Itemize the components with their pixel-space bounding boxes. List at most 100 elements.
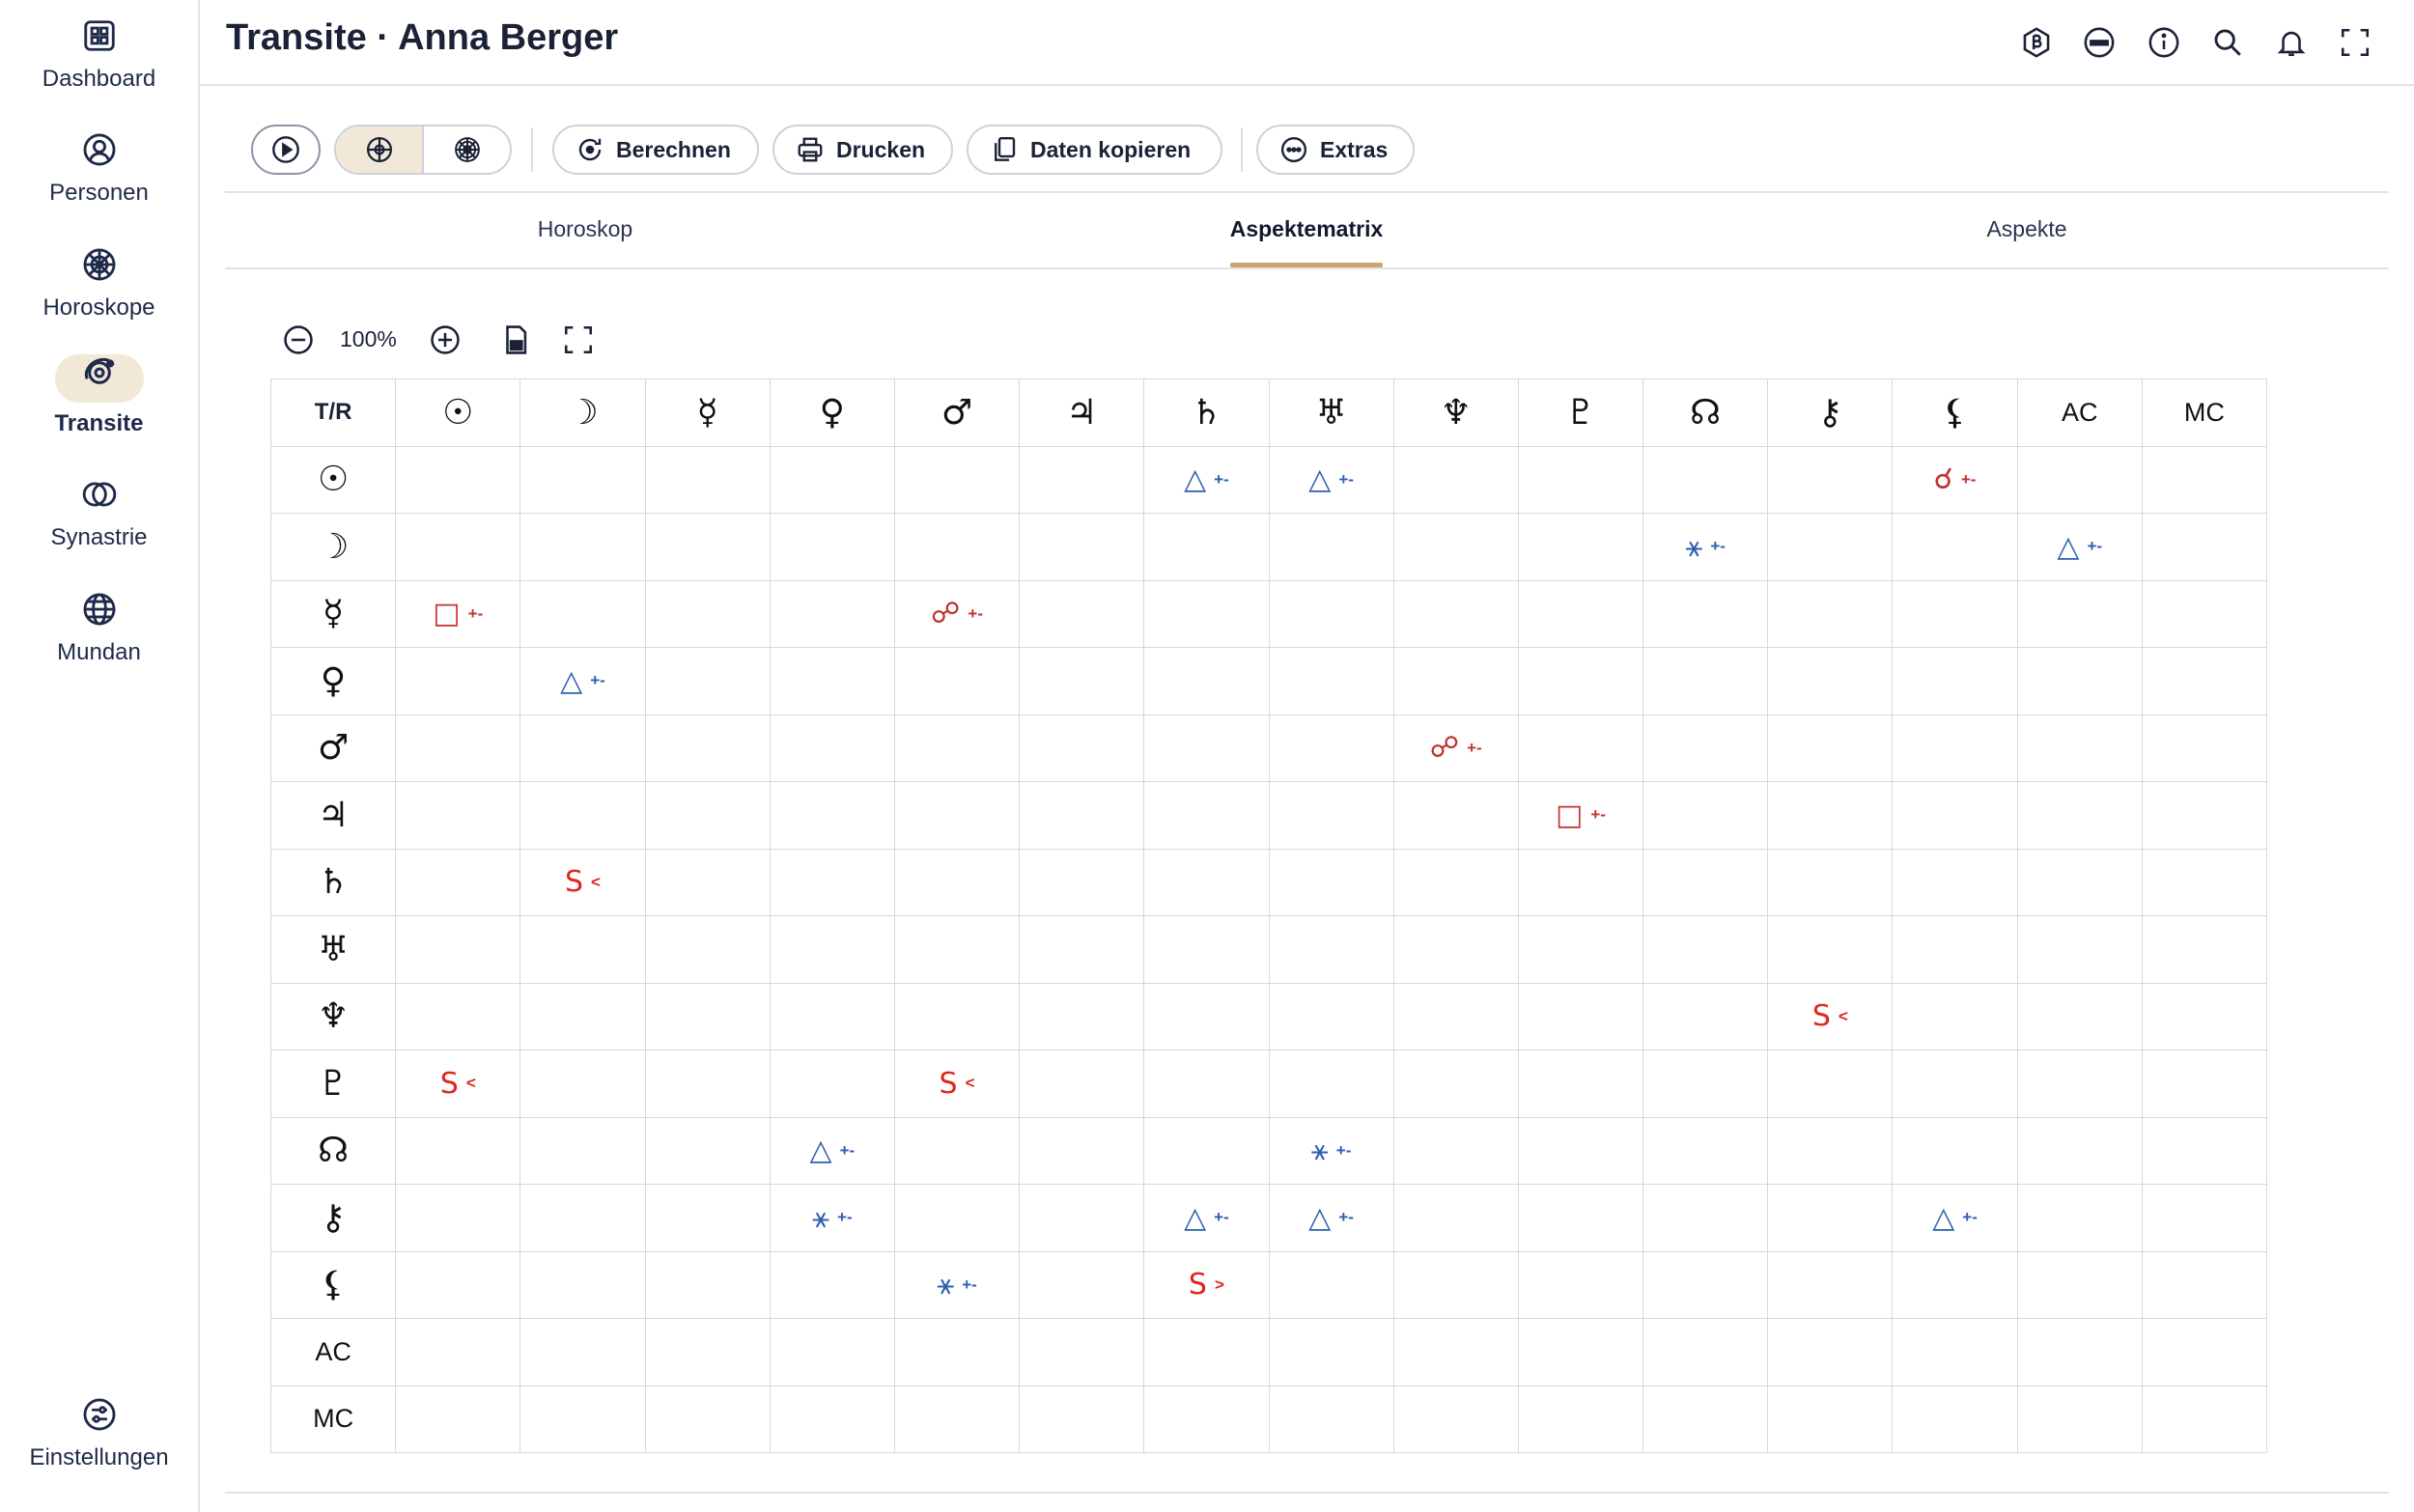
matrix-cell	[1893, 648, 2018, 715]
aspect-symbol[interactable]: □	[1555, 798, 1584, 832]
nav-personen[interactable]: Personen	[0, 131, 198, 207]
aspect-symbol[interactable]: △	[1184, 462, 1207, 497]
row-header: ♆	[271, 983, 397, 1050]
aspect-symbol[interactable]: ⚹	[1310, 1134, 1329, 1168]
calculate-button[interactable]: Berechnen	[552, 125, 759, 175]
search-icon[interactable]	[2211, 26, 2244, 59]
column-header: ♃	[1020, 379, 1145, 447]
sidebar: Dashboard Personen Horoskope Transite Sy…	[0, 0, 200, 1512]
aspect-symbol[interactable]: S	[439, 1066, 459, 1101]
bell-icon[interactable]	[2275, 26, 2308, 59]
matrix-cell	[1393, 446, 1519, 514]
row-header: ♅	[271, 916, 397, 984]
aspect-symbol[interactable]: △	[1932, 1200, 1955, 1235]
fit-button[interactable]	[562, 323, 595, 356]
aspect-symbol[interactable]: ⚹	[812, 1200, 830, 1235]
aspect-symbol[interactable]: ⚹	[1685, 529, 1703, 564]
matrix-cell	[1893, 916, 2018, 984]
aspect-symbol[interactable]: △	[1308, 1200, 1332, 1235]
nav-horoskope[interactable]: Horoskope	[0, 246, 198, 322]
row-header: ♃	[271, 782, 397, 850]
button-label: Berechnen	[616, 136, 731, 162]
matrix-cell	[645, 916, 771, 984]
matrix-cell	[2017, 782, 2143, 850]
beta-icon[interactable]	[2020, 26, 2053, 59]
matrix-cell	[1768, 580, 1894, 648]
print-button[interactable]: Drucken	[772, 125, 953, 175]
aspect-symbol[interactable]: △	[809, 1134, 832, 1168]
matrix-cell	[1518, 648, 1644, 715]
matrix-cell	[770, 580, 895, 648]
aspect-symbol[interactable]: ☌	[1933, 462, 1953, 497]
aspect-suffix: +-	[1214, 1208, 1229, 1227]
aspect-symbol[interactable]: S	[939, 1066, 958, 1101]
matrix-cell	[2017, 849, 2143, 916]
aspect-suffix: <	[1838, 1006, 1848, 1025]
nav-transite[interactable]: Transite	[0, 354, 198, 437]
aspect-symbol[interactable]: ☍	[1429, 731, 1460, 766]
matrix-cell	[1768, 916, 1894, 984]
matrix-cell	[770, 514, 895, 581]
aspect-symbol[interactable]: ⚹	[937, 1268, 955, 1302]
matrix-cell	[1518, 714, 1644, 782]
aspect-suffix: +-	[467, 603, 484, 623]
wheel-view-button[interactable]	[336, 126, 424, 173]
matrix-cell	[1518, 1185, 1644, 1252]
matrix-cell	[1893, 983, 2018, 1050]
fullscreen-icon[interactable]	[2339, 26, 2372, 59]
tab[interactable]: Aspektematrix	[1229, 216, 1384, 241]
nav-dashboard[interactable]: Dashboard	[0, 17, 198, 93]
aspect-suffix: >	[1214, 1274, 1224, 1294]
zoom-in-button[interactable]	[429, 323, 462, 356]
aspect-symbol[interactable]: □	[433, 597, 461, 631]
matrix-cell	[1393, 514, 1519, 581]
matrix-cell	[1768, 782, 1894, 850]
matrix-cell	[770, 782, 895, 850]
free-icon[interactable]	[2083, 26, 2116, 59]
matrix-cell	[1269, 916, 1394, 984]
reset-zoom-button[interactable]	[499, 323, 532, 356]
copy-button[interactable]: Daten kopieren	[967, 125, 1222, 175]
matrix-cell	[2142, 1117, 2267, 1185]
matrix-cell	[894, 1117, 1021, 1185]
tab-divider	[225, 267, 2389, 269]
tab[interactable]: Aspekte	[1986, 216, 2067, 241]
matrix-cell	[396, 1117, 521, 1185]
aspect-suffix: +-	[1962, 1208, 1978, 1227]
zoom-out-button[interactable]	[282, 323, 315, 356]
matrix-cell	[2017, 446, 2143, 514]
matrix-cell: △ +-	[1269, 1185, 1394, 1252]
aspect-symbol[interactable]: △	[1308, 462, 1332, 497]
aspect-suffix: +-	[1214, 469, 1229, 489]
matrix-cell	[1144, 580, 1270, 648]
matrix-cell: △ +-	[1144, 446, 1270, 514]
aspect-symbol[interactable]: △	[1184, 1200, 1207, 1235]
nav-einstellungen[interactable]: Einstellungen	[0, 1396, 198, 1471]
matrix-cell	[1269, 580, 1394, 648]
nav-synastrie[interactable]: Synastrie	[0, 476, 198, 551]
matrix-cell	[1768, 1251, 1894, 1319]
aspect-symbol[interactable]: S	[564, 865, 584, 900]
detail-view-button[interactable]	[424, 126, 510, 173]
matrix-cell	[1144, 714, 1270, 782]
matrix-cell	[1643, 849, 1769, 916]
aspect-symbol[interactable]: S	[1188, 1268, 1207, 1302]
extras-button[interactable]: Extras	[1256, 125, 1415, 175]
aspect-symbol[interactable]: S	[1811, 999, 1831, 1034]
info-icon[interactable]	[2147, 26, 2180, 59]
row-header: ⚷	[271, 1185, 397, 1252]
matrix-cell	[1144, 1319, 1270, 1386]
header-divider	[200, 84, 2414, 86]
matrix-cell	[894, 849, 1021, 916]
aspect-symbol[interactable]: △	[560, 663, 583, 698]
play-button[interactable]	[251, 125, 321, 175]
matrix-cell	[1643, 983, 1769, 1050]
aspect-symbol[interactable]: ☍	[931, 597, 961, 631]
tab[interactable]: Horoskop	[537, 216, 633, 241]
matrix-cell	[1893, 1050, 2018, 1118]
row-header: MC	[271, 1386, 397, 1453]
aspect-symbol[interactable]: △	[2057, 529, 2080, 564]
column-header: ♀	[770, 379, 895, 447]
matrix-cell: S <	[520, 849, 646, 916]
nav-mundan[interactable]: Mundan	[0, 591, 198, 666]
